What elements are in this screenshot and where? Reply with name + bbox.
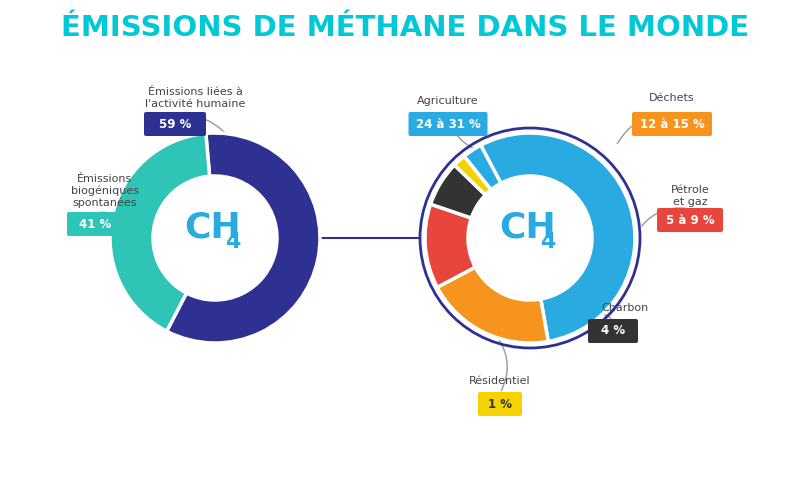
Wedge shape [425,204,475,287]
Text: Déchets: Déchets [649,93,695,103]
Text: 59 %: 59 % [159,118,191,131]
Text: 12 à 15 %: 12 à 15 % [640,118,705,131]
Wedge shape [454,156,491,195]
Text: 4: 4 [225,232,241,252]
Text: CH: CH [500,211,556,245]
Text: 41 %: 41 % [79,218,111,230]
FancyBboxPatch shape [632,112,712,136]
Text: Pétrole
et gaz: Pétrole et gaz [671,185,710,207]
Text: Agriculture: Agriculture [417,96,479,106]
Text: 5 à 9 %: 5 à 9 % [666,213,714,226]
Wedge shape [480,133,635,341]
FancyBboxPatch shape [408,112,488,136]
Text: Émissions
biogéniques
spontanées: Émissions biogéniques spontanées [71,174,139,208]
Text: 1 %: 1 % [488,398,512,411]
Wedge shape [464,145,501,190]
Text: 24 à 31 %: 24 à 31 % [416,118,480,131]
Text: ÉMISSIONS DE MÉTHANE DANS LE MONDE: ÉMISSIONS DE MÉTHANE DANS LE MONDE [61,14,749,42]
FancyBboxPatch shape [588,319,638,343]
Text: Émissions liées à
l'activité humaine: Émissions liées à l'activité humaine [145,87,245,109]
Wedge shape [437,267,548,343]
Text: CH: CH [185,211,241,245]
FancyBboxPatch shape [67,212,123,236]
Wedge shape [431,165,485,218]
Wedge shape [110,133,210,331]
Text: Résidentiel: Résidentiel [469,376,531,386]
FancyBboxPatch shape [478,392,522,416]
Text: Charbon: Charbon [601,303,649,313]
Text: 4: 4 [540,232,556,252]
FancyBboxPatch shape [657,208,723,232]
Text: 4 %: 4 % [601,325,625,337]
FancyBboxPatch shape [144,112,206,136]
Wedge shape [167,133,320,343]
